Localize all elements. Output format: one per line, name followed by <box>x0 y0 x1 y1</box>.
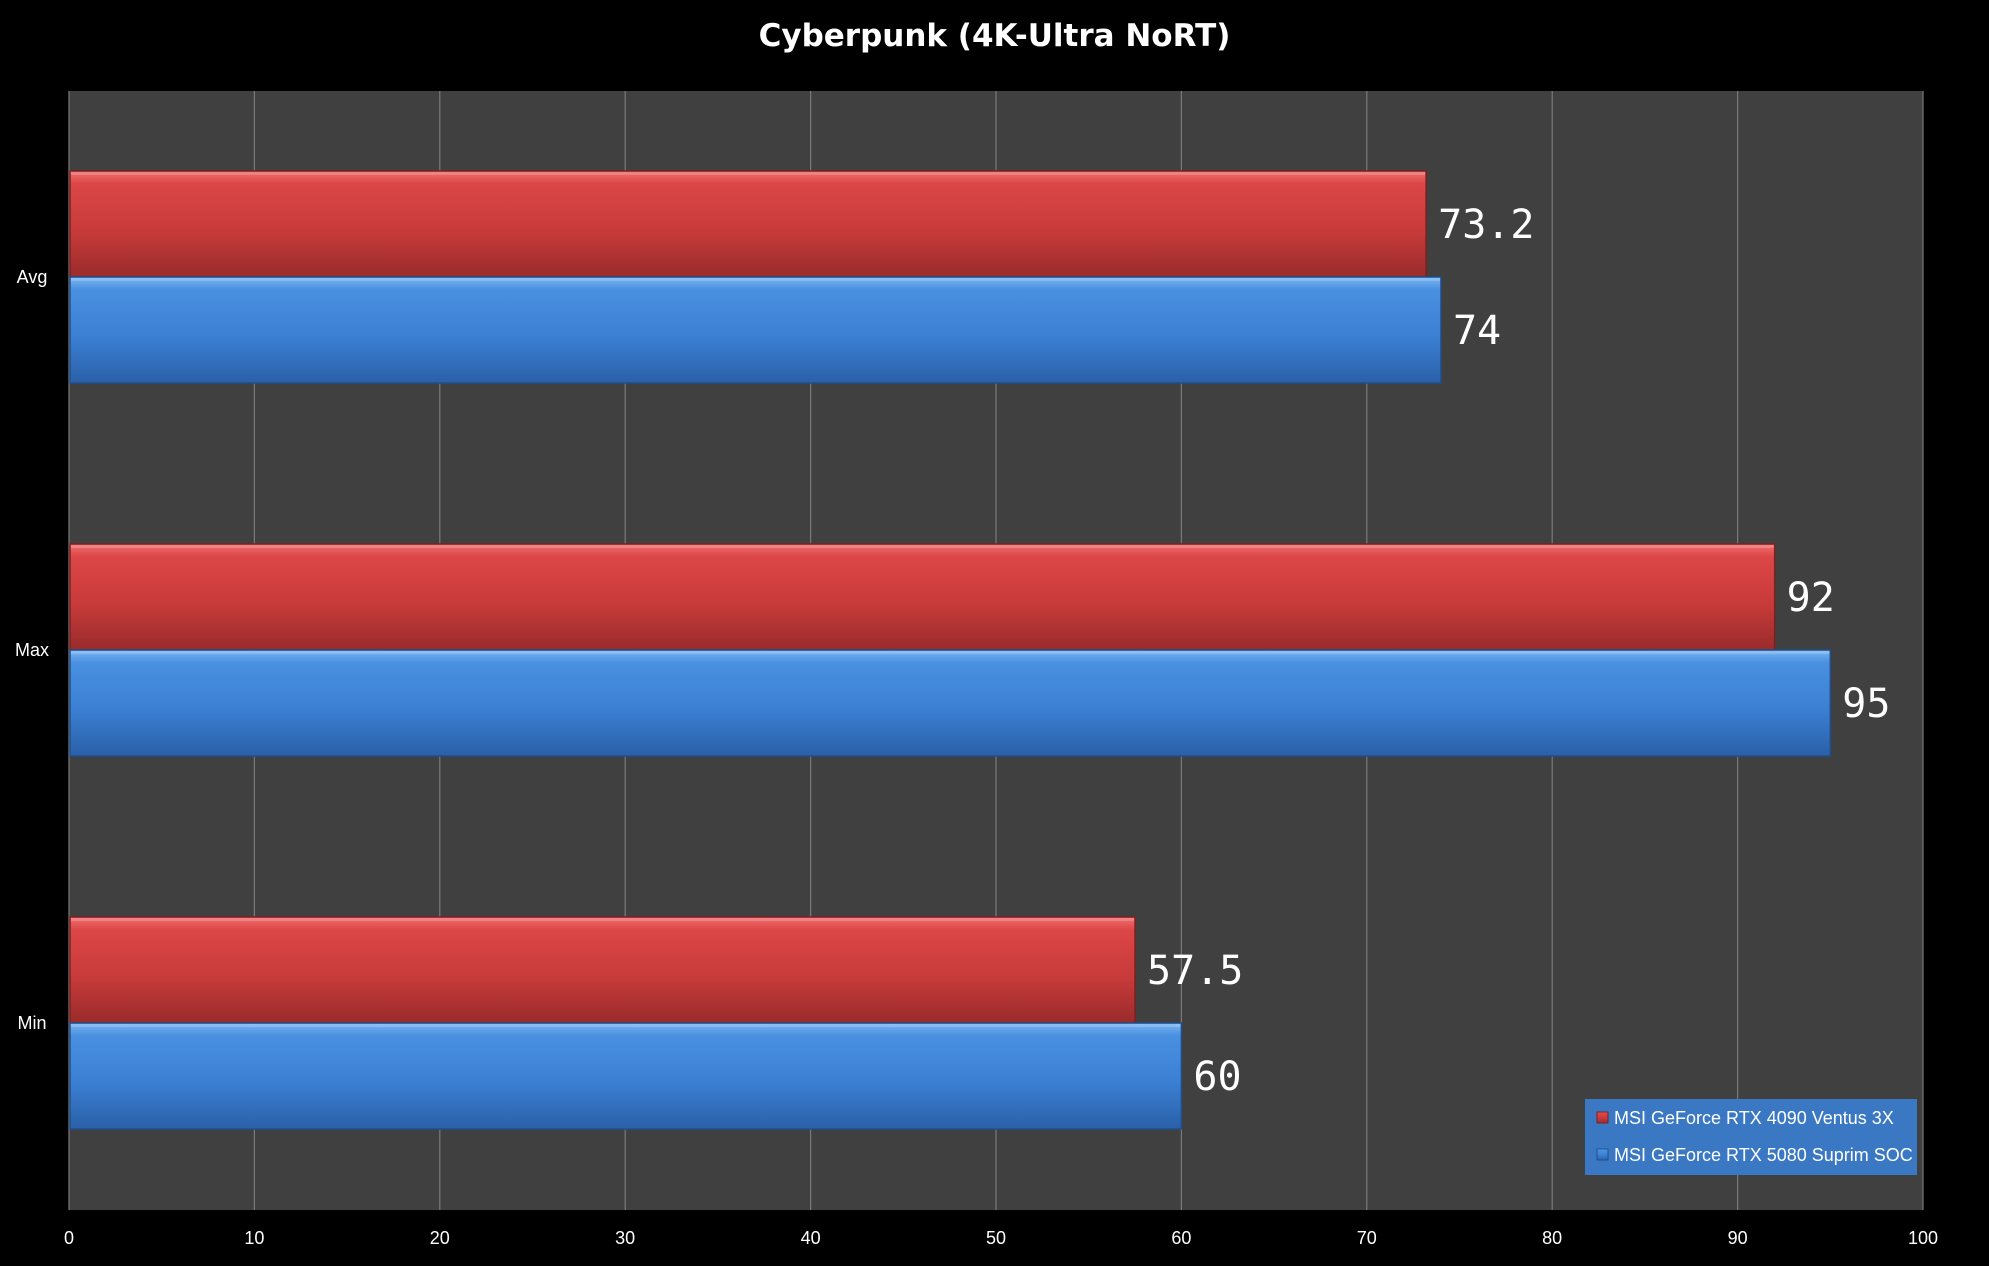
bar-highlight <box>71 651 1830 654</box>
legend-swatch <box>1596 1148 1609 1161</box>
legend: MSI GeForce RTX 4090 Ventus 3X MSI GeForc… <box>1585 1099 1917 1175</box>
data-label: 60 <box>1193 1054 1241 1100</box>
chart-title: Cyberpunk (4K-Ultra NoRT) <box>758 18 1231 54</box>
bar <box>69 170 1427 278</box>
legend-swatch <box>1596 1111 1609 1124</box>
bars <box>69 170 1832 1130</box>
y-category-label: Max <box>15 640 49 660</box>
legend-entry: MSI GeForce RTX 5080 Suprim SOC <box>1614 1145 1913 1165</box>
data-label: 92 <box>1787 575 1835 621</box>
y-category-label: Min <box>17 1013 46 1033</box>
bar <box>69 649 1832 757</box>
bar-highlight <box>71 278 1440 281</box>
bar-highlight <box>71 918 1135 921</box>
legend-entry: MSI GeForce RTX 4090 Ventus 3X <box>1614 1108 1894 1128</box>
bar-highlight <box>71 545 1774 548</box>
x-tick-label: 80 <box>1542 1228 1562 1248</box>
x-tick-label: 100 <box>1908 1228 1938 1248</box>
x-tick-label: 70 <box>1357 1228 1377 1248</box>
x-tick-label: 90 <box>1728 1228 1748 1248</box>
bar <box>69 916 1136 1024</box>
bar <box>69 276 1442 384</box>
x-tick-label: 50 <box>986 1228 1006 1248</box>
y-category-label: Avg <box>17 267 48 287</box>
x-tick-label: 10 <box>244 1228 264 1248</box>
bar-highlight <box>71 172 1426 175</box>
data-label: 73.2 <box>1438 202 1534 248</box>
bar <box>69 1022 1183 1130</box>
x-tick-label: 0 <box>64 1228 74 1248</box>
legend-box <box>1585 1099 1917 1175</box>
data-label: 57.5 <box>1147 948 1243 994</box>
bar <box>69 543 1776 651</box>
x-tick-label: 20 <box>430 1228 450 1248</box>
x-tick-label: 60 <box>1171 1228 1191 1248</box>
bar-highlight <box>71 1024 1181 1027</box>
data-label: 95 <box>1842 681 1890 727</box>
labels: 0 10 20 30 40 50 60 70 80 90 100 Avg 73.2 74 Max 92 95 Mi… <box>15 202 1938 1248</box>
x-tick-label: 30 <box>615 1228 635 1248</box>
x-tick-label: 40 <box>801 1228 821 1248</box>
data-label: 74 <box>1453 308 1501 354</box>
